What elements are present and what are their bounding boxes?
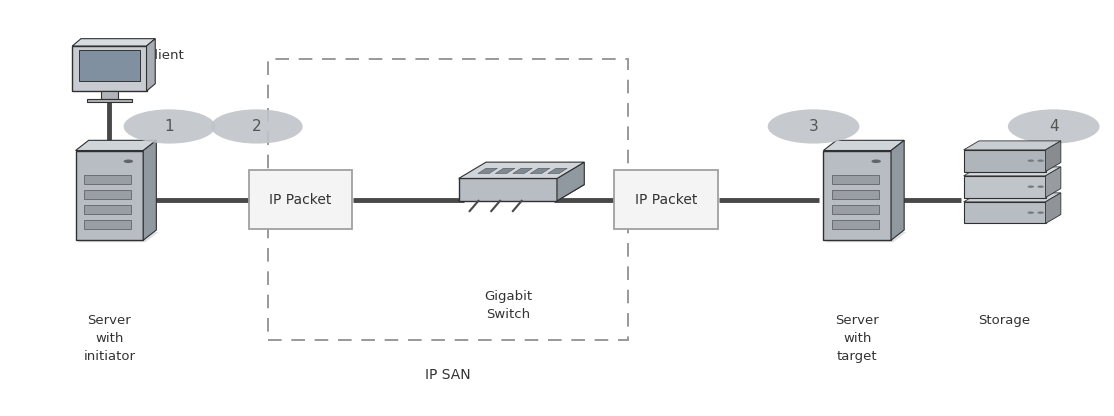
FancyBboxPatch shape: [831, 175, 879, 184]
Polygon shape: [825, 232, 907, 242]
FancyBboxPatch shape: [248, 170, 352, 229]
FancyBboxPatch shape: [84, 190, 131, 199]
Text: Gigabit
Switch: Gigabit Switch: [483, 290, 532, 321]
Circle shape: [1037, 211, 1044, 214]
Polygon shape: [459, 162, 584, 178]
Polygon shape: [557, 162, 584, 201]
Polygon shape: [823, 140, 905, 151]
Circle shape: [1008, 109, 1100, 144]
Text: Client: Client: [146, 49, 184, 62]
Polygon shape: [78, 232, 158, 242]
Circle shape: [1027, 211, 1034, 214]
FancyBboxPatch shape: [614, 170, 719, 229]
Text: IP Packet: IP Packet: [635, 193, 697, 207]
Polygon shape: [144, 140, 156, 240]
FancyBboxPatch shape: [964, 176, 1046, 198]
Polygon shape: [147, 39, 155, 91]
FancyBboxPatch shape: [84, 175, 131, 184]
Text: Server
with
initiator: Server with initiator: [84, 314, 136, 363]
FancyBboxPatch shape: [84, 220, 131, 230]
FancyBboxPatch shape: [964, 202, 1046, 223]
Circle shape: [1027, 186, 1034, 188]
Polygon shape: [1046, 167, 1061, 198]
FancyBboxPatch shape: [459, 178, 557, 201]
Text: Server
with
target: Server with target: [836, 314, 879, 363]
FancyBboxPatch shape: [79, 50, 140, 81]
Polygon shape: [1046, 141, 1061, 171]
Polygon shape: [891, 140, 905, 240]
Polygon shape: [76, 140, 156, 151]
Polygon shape: [496, 168, 515, 173]
Circle shape: [1027, 159, 1034, 162]
FancyBboxPatch shape: [823, 151, 891, 240]
FancyBboxPatch shape: [831, 220, 879, 230]
Polygon shape: [548, 168, 567, 173]
Circle shape: [768, 109, 859, 144]
Text: 3: 3: [809, 119, 819, 134]
Circle shape: [124, 109, 215, 144]
FancyBboxPatch shape: [964, 150, 1046, 171]
FancyBboxPatch shape: [76, 151, 144, 240]
Text: IP SAN: IP SAN: [426, 368, 470, 382]
Circle shape: [124, 159, 133, 163]
Text: 4: 4: [1049, 119, 1058, 134]
Circle shape: [1037, 186, 1044, 188]
FancyBboxPatch shape: [101, 91, 118, 99]
Polygon shape: [459, 185, 584, 201]
FancyBboxPatch shape: [84, 205, 131, 214]
FancyBboxPatch shape: [831, 205, 879, 214]
Text: 1: 1: [165, 119, 174, 134]
Text: 2: 2: [252, 119, 262, 134]
Text: IP Packet: IP Packet: [270, 193, 332, 207]
Polygon shape: [478, 168, 497, 173]
Circle shape: [1037, 159, 1044, 162]
FancyBboxPatch shape: [87, 99, 131, 102]
FancyBboxPatch shape: [831, 190, 879, 199]
Polygon shape: [530, 168, 550, 173]
Circle shape: [871, 159, 881, 163]
Circle shape: [211, 109, 303, 144]
Polygon shape: [964, 167, 1061, 176]
Polygon shape: [512, 168, 532, 173]
Text: Storage: Storage: [978, 314, 1030, 327]
Polygon shape: [72, 39, 155, 46]
FancyBboxPatch shape: [72, 46, 147, 91]
Polygon shape: [964, 193, 1061, 202]
Polygon shape: [964, 141, 1061, 150]
Polygon shape: [1046, 193, 1061, 223]
